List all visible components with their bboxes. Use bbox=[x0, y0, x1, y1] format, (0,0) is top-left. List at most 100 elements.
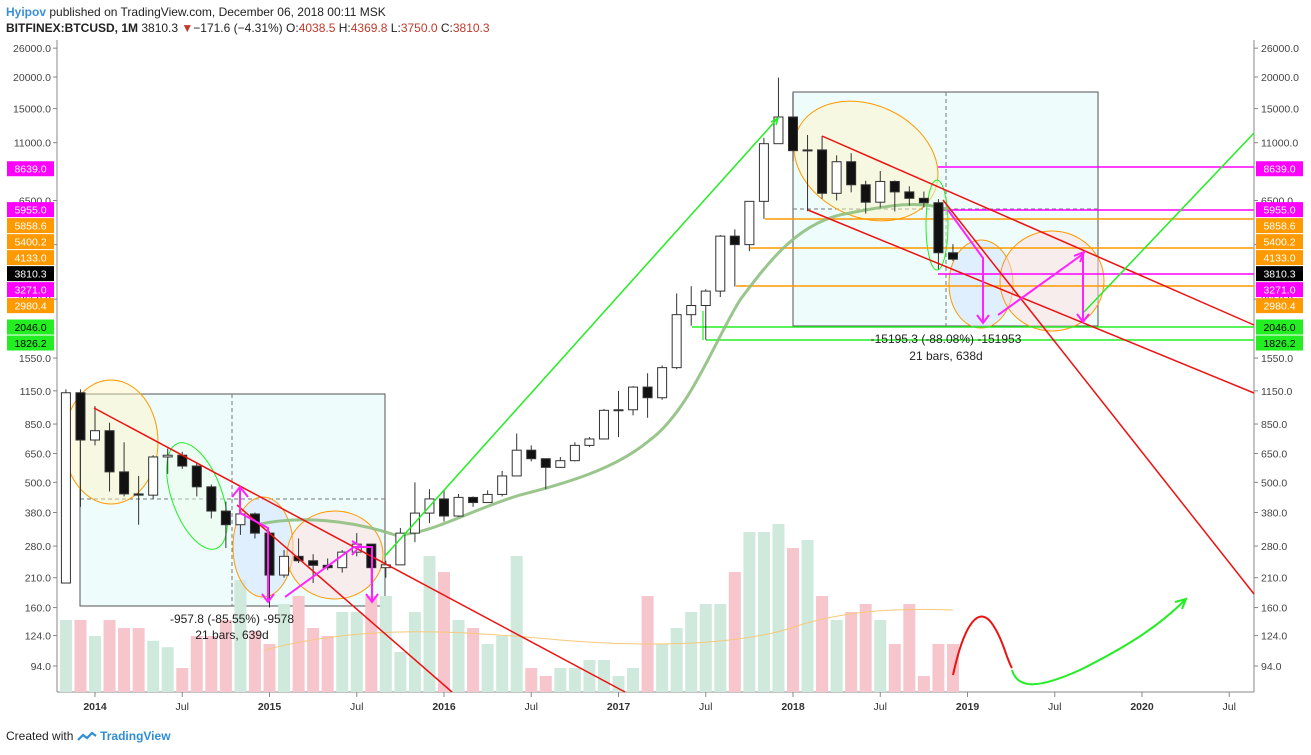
svg-text:2046.0: 2046.0 bbox=[14, 322, 46, 334]
price-axis-left[interactable]: 26000.020000.015000.011000.06500.04350.0… bbox=[13, 43, 57, 673]
candle[interactable] bbox=[918, 191, 929, 208]
volume-bar bbox=[772, 524, 785, 692]
candle[interactable] bbox=[439, 490, 449, 522]
candle[interactable] bbox=[933, 199, 944, 270]
candle[interactable] bbox=[206, 484, 217, 519]
open-value: 4038.5 bbox=[298, 21, 336, 35]
candle[interactable] bbox=[904, 186, 915, 206]
candle[interactable] bbox=[642, 373, 653, 418]
volume-bar bbox=[787, 548, 799, 692]
candle[interactable] bbox=[715, 234, 726, 298]
author-link[interactable]: Hyipov bbox=[6, 5, 47, 19]
candle[interactable] bbox=[846, 153, 857, 193]
price-label-box: 5858.6 bbox=[7, 218, 54, 234]
x-tick-label: Jul bbox=[874, 701, 887, 713]
trend-lines[interactable] bbox=[93, 116, 1255, 693]
volume-bar bbox=[248, 631, 261, 692]
volume-bar bbox=[903, 604, 916, 692]
svg-text:2046.0: 2046.0 bbox=[1263, 322, 1295, 334]
candle[interactable] bbox=[468, 496, 479, 507]
candle[interactable] bbox=[555, 456, 566, 468]
y-tick-label: 210.0 bbox=[25, 573, 51, 585]
range-label-2018-bars: 21 bars, 638d bbox=[909, 349, 982, 363]
y-tick-label: 380.0 bbox=[25, 508, 51, 520]
candle[interactable] bbox=[511, 433, 522, 477]
candle[interactable] bbox=[686, 286, 697, 326]
price-label-box: 2046.0 bbox=[1256, 319, 1303, 335]
candle[interactable] bbox=[947, 244, 958, 261]
price-labels-left: 8639.0 5955.0 5858.6 5400.2 4133.0 3810.3 3271… bbox=[7, 161, 54, 351]
candle[interactable] bbox=[60, 389, 71, 584]
candle[interactable] bbox=[817, 135, 828, 199]
candle[interactable] bbox=[133, 475, 144, 525]
candle[interactable] bbox=[162, 448, 173, 474]
y-tick-label: 94.0 bbox=[1261, 661, 1282, 673]
candle[interactable] bbox=[497, 470, 508, 497]
price-label-box: 2980.4 bbox=[1256, 298, 1303, 314]
y-tick-label: 160.0 bbox=[1261, 603, 1287, 615]
y-tick-label: 94.0 bbox=[31, 661, 52, 673]
volume-bar bbox=[379, 596, 392, 692]
candle[interactable] bbox=[628, 386, 639, 416]
candle[interactable] bbox=[831, 155, 842, 201]
candle[interactable] bbox=[758, 137, 769, 219]
candle[interactable] bbox=[875, 171, 886, 208]
candle[interactable] bbox=[104, 422, 115, 492]
y-tick-label: 650.0 bbox=[1261, 449, 1287, 461]
candle[interactable] bbox=[613, 390, 624, 438]
candle[interactable] bbox=[119, 442, 130, 497]
volume-bar bbox=[147, 640, 160, 692]
candle[interactable] bbox=[598, 408, 609, 440]
range-label-2014-bars: 21 bars, 639d bbox=[195, 628, 268, 642]
y-tick-label: 124.0 bbox=[25, 631, 51, 643]
y-tick-label: 11000.0 bbox=[1261, 138, 1298, 150]
candle[interactable] bbox=[482, 490, 493, 504]
volume-bar bbox=[888, 644, 901, 692]
candle[interactable] bbox=[308, 554, 319, 584]
symbol-label[interactable]: BITFINEX:BTCUSD, 1M bbox=[6, 21, 138, 35]
price-chart[interactable]: -957.8 (-85.55%) -9578 21 bars, 639d -15… bbox=[0, 40, 1311, 728]
candle[interactable] bbox=[729, 229, 740, 287]
volume-bar bbox=[699, 604, 712, 692]
candle[interactable] bbox=[744, 200, 755, 252]
ohlc-line: BITFINEX:BTCUSD, 1M 3810.3 ▼−171.6 (−4.3… bbox=[6, 20, 1306, 36]
y-tick-label: 1550.0 bbox=[19, 353, 51, 365]
candle[interactable] bbox=[584, 437, 595, 447]
tradingview-logo-icon[interactable] bbox=[76, 731, 97, 742]
candle[interactable] bbox=[671, 293, 682, 370]
candle[interactable] bbox=[540, 458, 551, 490]
candle[interactable] bbox=[191, 462, 202, 497]
volume-bar bbox=[132, 628, 145, 692]
candle[interactable] bbox=[279, 550, 290, 578]
svg-text:4133.0: 4133.0 bbox=[14, 253, 46, 265]
candle[interactable] bbox=[220, 501, 231, 549]
svg-text:4133.0: 4133.0 bbox=[1263, 253, 1295, 265]
volume-bar bbox=[394, 652, 407, 692]
y-tick-label: 650.0 bbox=[25, 449, 51, 461]
time-axis[interactable]: 2014 Jul 2015 Jul 2016 Jul 2017 Jul 2018 Jul 2019 J… bbox=[83, 692, 1236, 713]
y-tick-label: 20000.0 bbox=[1261, 72, 1299, 84]
candle[interactable] bbox=[657, 365, 668, 400]
volume-bar bbox=[307, 628, 320, 692]
price-label-box: 4133.0 bbox=[7, 250, 54, 266]
candle[interactable] bbox=[453, 493, 464, 517]
volume-bar bbox=[801, 540, 814, 692]
volume-bar bbox=[481, 644, 494, 692]
candle[interactable] bbox=[860, 180, 871, 214]
price-label-box: 2046.0 bbox=[7, 319, 54, 335]
candle[interactable] bbox=[889, 180, 900, 212]
tradingview-logo-text[interactable]: TradingView bbox=[100, 729, 171, 743]
candle[interactable] bbox=[90, 406, 100, 446]
candle[interactable] bbox=[802, 134, 813, 212]
candle[interactable] bbox=[569, 442, 580, 462]
candle[interactable] bbox=[148, 455, 159, 499]
candle[interactable] bbox=[700, 289, 711, 340]
volume-bar bbox=[845, 612, 858, 692]
candle[interactable] bbox=[75, 389, 86, 507]
candle[interactable] bbox=[788, 93, 798, 162]
candle[interactable] bbox=[395, 528, 406, 566]
volume-bar bbox=[190, 636, 203, 692]
y-tick-label: 500.0 bbox=[25, 477, 51, 489]
price-label-box: 3810.3 bbox=[7, 266, 54, 282]
candle[interactable] bbox=[526, 445, 537, 462]
